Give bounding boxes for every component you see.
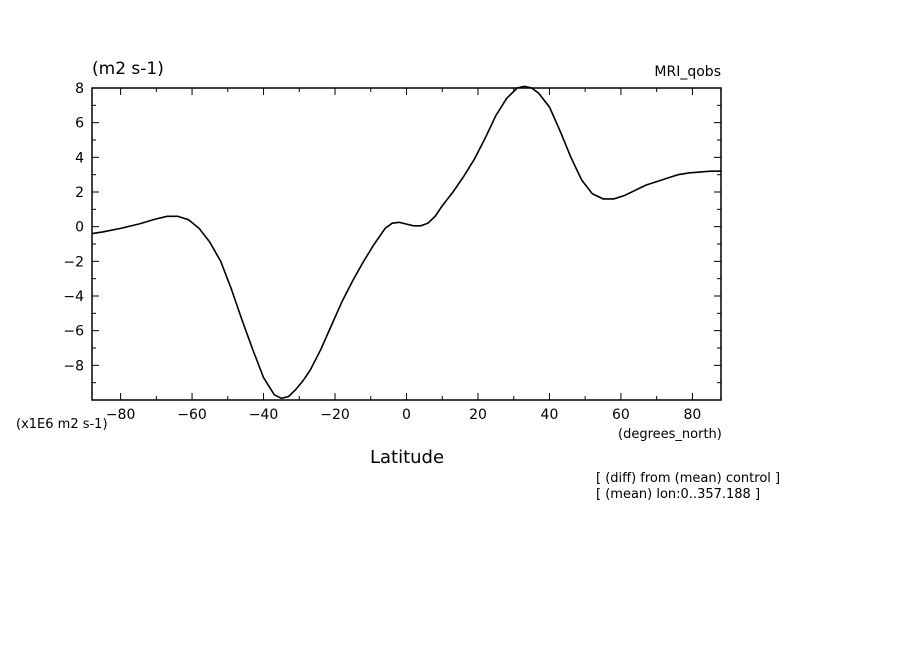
- x-tick-label: 20: [469, 407, 487, 423]
- y-tick-label: 8: [75, 81, 84, 97]
- x-tick-label: 40: [541, 407, 559, 423]
- y-tick-label: 4: [75, 150, 84, 166]
- y-tick-label: −2: [63, 254, 84, 270]
- series-line: [91, 85, 721, 400]
- note-line-2: [ (mean) lon:0..357.188 ]: [596, 487, 760, 502]
- note-line-1: [ (diff) from (mean) control ]: [596, 471, 780, 486]
- x-tick-label: −20: [320, 407, 350, 423]
- chart-title: MRI_qobs: [654, 64, 721, 80]
- x-tick-label: −60: [177, 407, 207, 423]
- x-tick-label: −40: [249, 407, 279, 423]
- y-tick-label: 2: [75, 185, 84, 201]
- units-label: (m2 s-1): [92, 59, 164, 79]
- x-tick-label: 80: [683, 407, 701, 423]
- x-tick-label: 60: [612, 407, 630, 423]
- y-axis: 8 6 4 2 0 −2 −4 −6 −8: [63, 81, 721, 401]
- y-tick-label: −8: [63, 358, 84, 374]
- scale-label: (x1E6 m2 s-1): [16, 417, 108, 432]
- y-tick-label: 6: [75, 116, 84, 132]
- y-tick-label: −4: [63, 289, 84, 305]
- x-tick-label: 0: [402, 407, 411, 423]
- y-tick-label: −6: [63, 324, 84, 340]
- y-tick-label: 0: [75, 220, 84, 236]
- x-units-label: (degrees_north): [618, 427, 722, 442]
- plot-frame: [91, 87, 722, 401]
- x-axis-title: Latitude: [370, 447, 444, 468]
- x-axis: −80 −60 −40 −20 0 20 40 60 80: [106, 88, 701, 423]
- x-tick-label: −80: [106, 407, 136, 423]
